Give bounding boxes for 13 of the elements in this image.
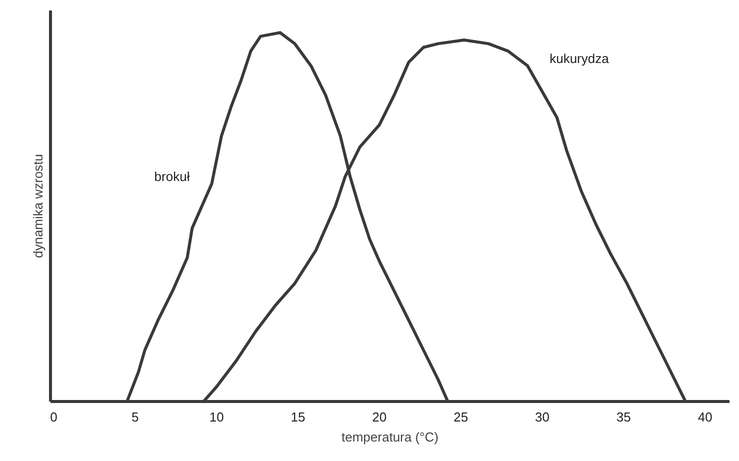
- series-label: brokuł: [154, 168, 190, 184]
- x-tick-label: 15: [290, 410, 306, 424]
- x-tick-label: 20: [372, 410, 387, 424]
- x-tick-label: 25: [454, 410, 468, 424]
- series-label: kukurydza: [550, 50, 610, 66]
- x-tick-label: 30: [535, 410, 550, 424]
- x-tick-label: 5: [132, 410, 139, 424]
- y-axis-title: dynamika wzrostu: [30, 154, 46, 258]
- x-tick-label: 0: [50, 410, 58, 424]
- x-axis-title: temperatura (°C): [342, 430, 438, 444]
- x-tick-label: 10: [209, 410, 224, 424]
- x-tick-label: 35: [616, 410, 631, 424]
- x-tick-label: 40: [698, 410, 712, 424]
